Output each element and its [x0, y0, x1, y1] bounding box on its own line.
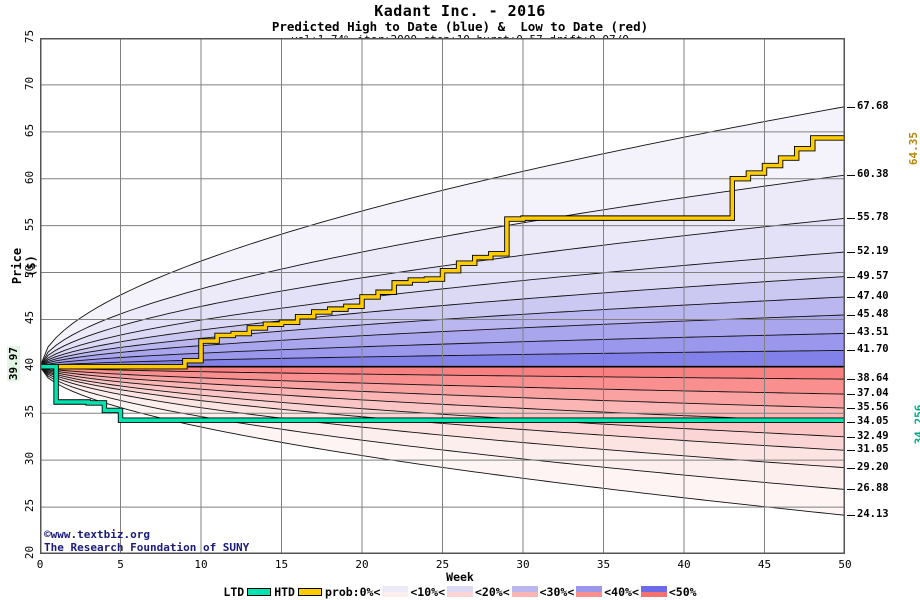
y-tick-50: 50 — [22, 264, 36, 278]
right-tick — [847, 175, 855, 177]
fan-chart-svg — [40, 38, 845, 554]
right-label-55.78: 55.78 — [857, 211, 889, 224]
right-label-38.64: 38.64 — [857, 372, 889, 385]
right-label-60.38: 60.38 — [857, 168, 889, 181]
watermark-line2: The Research Foundation of SUNY — [44, 541, 250, 554]
legend-band-swatch-4 — [640, 586, 667, 597]
right-tick — [847, 422, 855, 424]
right-tick — [847, 251, 855, 253]
y-tick-70: 70 — [22, 76, 36, 91]
legend-band-label-2: <30%< — [539, 584, 575, 599]
right-label-24.13: 24.13 — [857, 508, 889, 521]
right-tick — [847, 489, 855, 491]
legend-htd-swatch — [297, 587, 322, 596]
x-axis-label: Week — [446, 570, 474, 584]
y-tick-30: 30 — [22, 452, 36, 466]
right-label-43.51: 43.51 — [857, 326, 889, 339]
y-tick-25: 25 — [22, 498, 36, 513]
y-tick-60: 60 — [22, 170, 36, 184]
right-tick — [847, 515, 855, 517]
legend-ltd-swatch — [247, 587, 272, 596]
right-label-34.05: 34.05 — [857, 415, 889, 428]
chart-legend: LTD HTD prob:0%< <10%< <20%< <30%< <40%< <50% — [0, 584, 920, 599]
right-label-41.70: 41.70 — [857, 343, 889, 356]
legend-htd-label: HTD — [274, 584, 295, 599]
x-tick-0: 0 — [36, 558, 44, 571]
legend-item-htd: HTD — [273, 585, 324, 599]
legend-band-swatch-2 — [511, 586, 538, 597]
watermark: ©www.textbiz.org The Research Foundation… — [44, 528, 249, 554]
right-label-52.19: 52.19 — [857, 244, 889, 257]
x-tick-5: 5 — [117, 558, 124, 571]
watermark-line1: ©www.textbiz.org — [44, 528, 150, 541]
right-tick — [847, 467, 855, 469]
y-tick-75: 75 — [22, 29, 36, 44]
right-label-26.88: 26.88 — [857, 482, 889, 495]
right-label-37.04: 37.04 — [857, 387, 889, 400]
x-tick-50: 50 — [838, 558, 852, 571]
legend-prob-label: prob:0%< — [324, 584, 381, 599]
htd-final-label: 64.35 — [907, 131, 920, 165]
right-tick — [847, 408, 855, 410]
legend-ltd-label: LTD — [223, 584, 245, 599]
x-tick-15: 15 — [274, 558, 289, 571]
right-tick — [847, 276, 855, 278]
y-tick-45: 45 — [22, 311, 36, 325]
right-tick — [847, 296, 855, 298]
right-label-45.48: 45.48 — [857, 307, 889, 320]
right-label-29.20: 29.20 — [857, 460, 889, 473]
x-tick-40: 40 — [677, 558, 691, 571]
x-tick-45: 45 — [757, 558, 772, 571]
legend-band-label-1: <20%< — [475, 584, 510, 599]
right-label-67.68: 67.68 — [857, 99, 889, 112]
right-label-47.40: 47.40 — [857, 289, 889, 302]
right-tick — [847, 450, 855, 452]
page-title: Kadant Inc. - 2016 — [374, 2, 546, 20]
y-tick-35: 35 — [22, 405, 36, 419]
x-tick-35: 35 — [596, 558, 611, 571]
right-label-49.57: 49.57 — [857, 269, 889, 282]
right-tick — [847, 106, 855, 108]
legend-band-label-3: <40%< — [604, 584, 639, 599]
start-price-label: 39.97 — [7, 345, 21, 381]
right-tick — [847, 333, 855, 335]
x-tick-30: 30 — [516, 558, 530, 571]
legend-item-ltd: LTD — [222, 585, 273, 599]
right-tick — [847, 314, 855, 316]
right-label-35.56: 35.56 — [857, 401, 889, 414]
legend-band-swatch-3 — [576, 586, 603, 597]
ltd-final-label: 34.256 — [912, 404, 920, 445]
legend-band-swatch-1 — [447, 586, 473, 597]
right-tick — [847, 436, 855, 438]
x-tick-25: 25 — [435, 558, 450, 571]
right-label-31.05: 31.05 — [857, 443, 889, 456]
legend-band-swatch-0 — [382, 586, 409, 597]
right-tick — [847, 379, 855, 381]
x-tick-20: 20 — [355, 558, 369, 571]
right-tick — [847, 218, 855, 220]
y-tick-65: 65 — [22, 123, 36, 137]
legend-band-label-0: <10%< — [410, 584, 445, 599]
right-tick — [847, 350, 855, 352]
y-tick-55: 55 — [22, 217, 36, 231]
chart-subtitle: Predicted High to Date (blue) & Low to D… — [271, 19, 649, 34]
plot-area — [40, 38, 845, 554]
right-tick — [847, 394, 855, 396]
right-label-32.49: 32.49 — [857, 429, 889, 442]
legend-band-label-4: <50% — [668, 584, 697, 599]
x-tick-10: 10 — [194, 558, 208, 571]
